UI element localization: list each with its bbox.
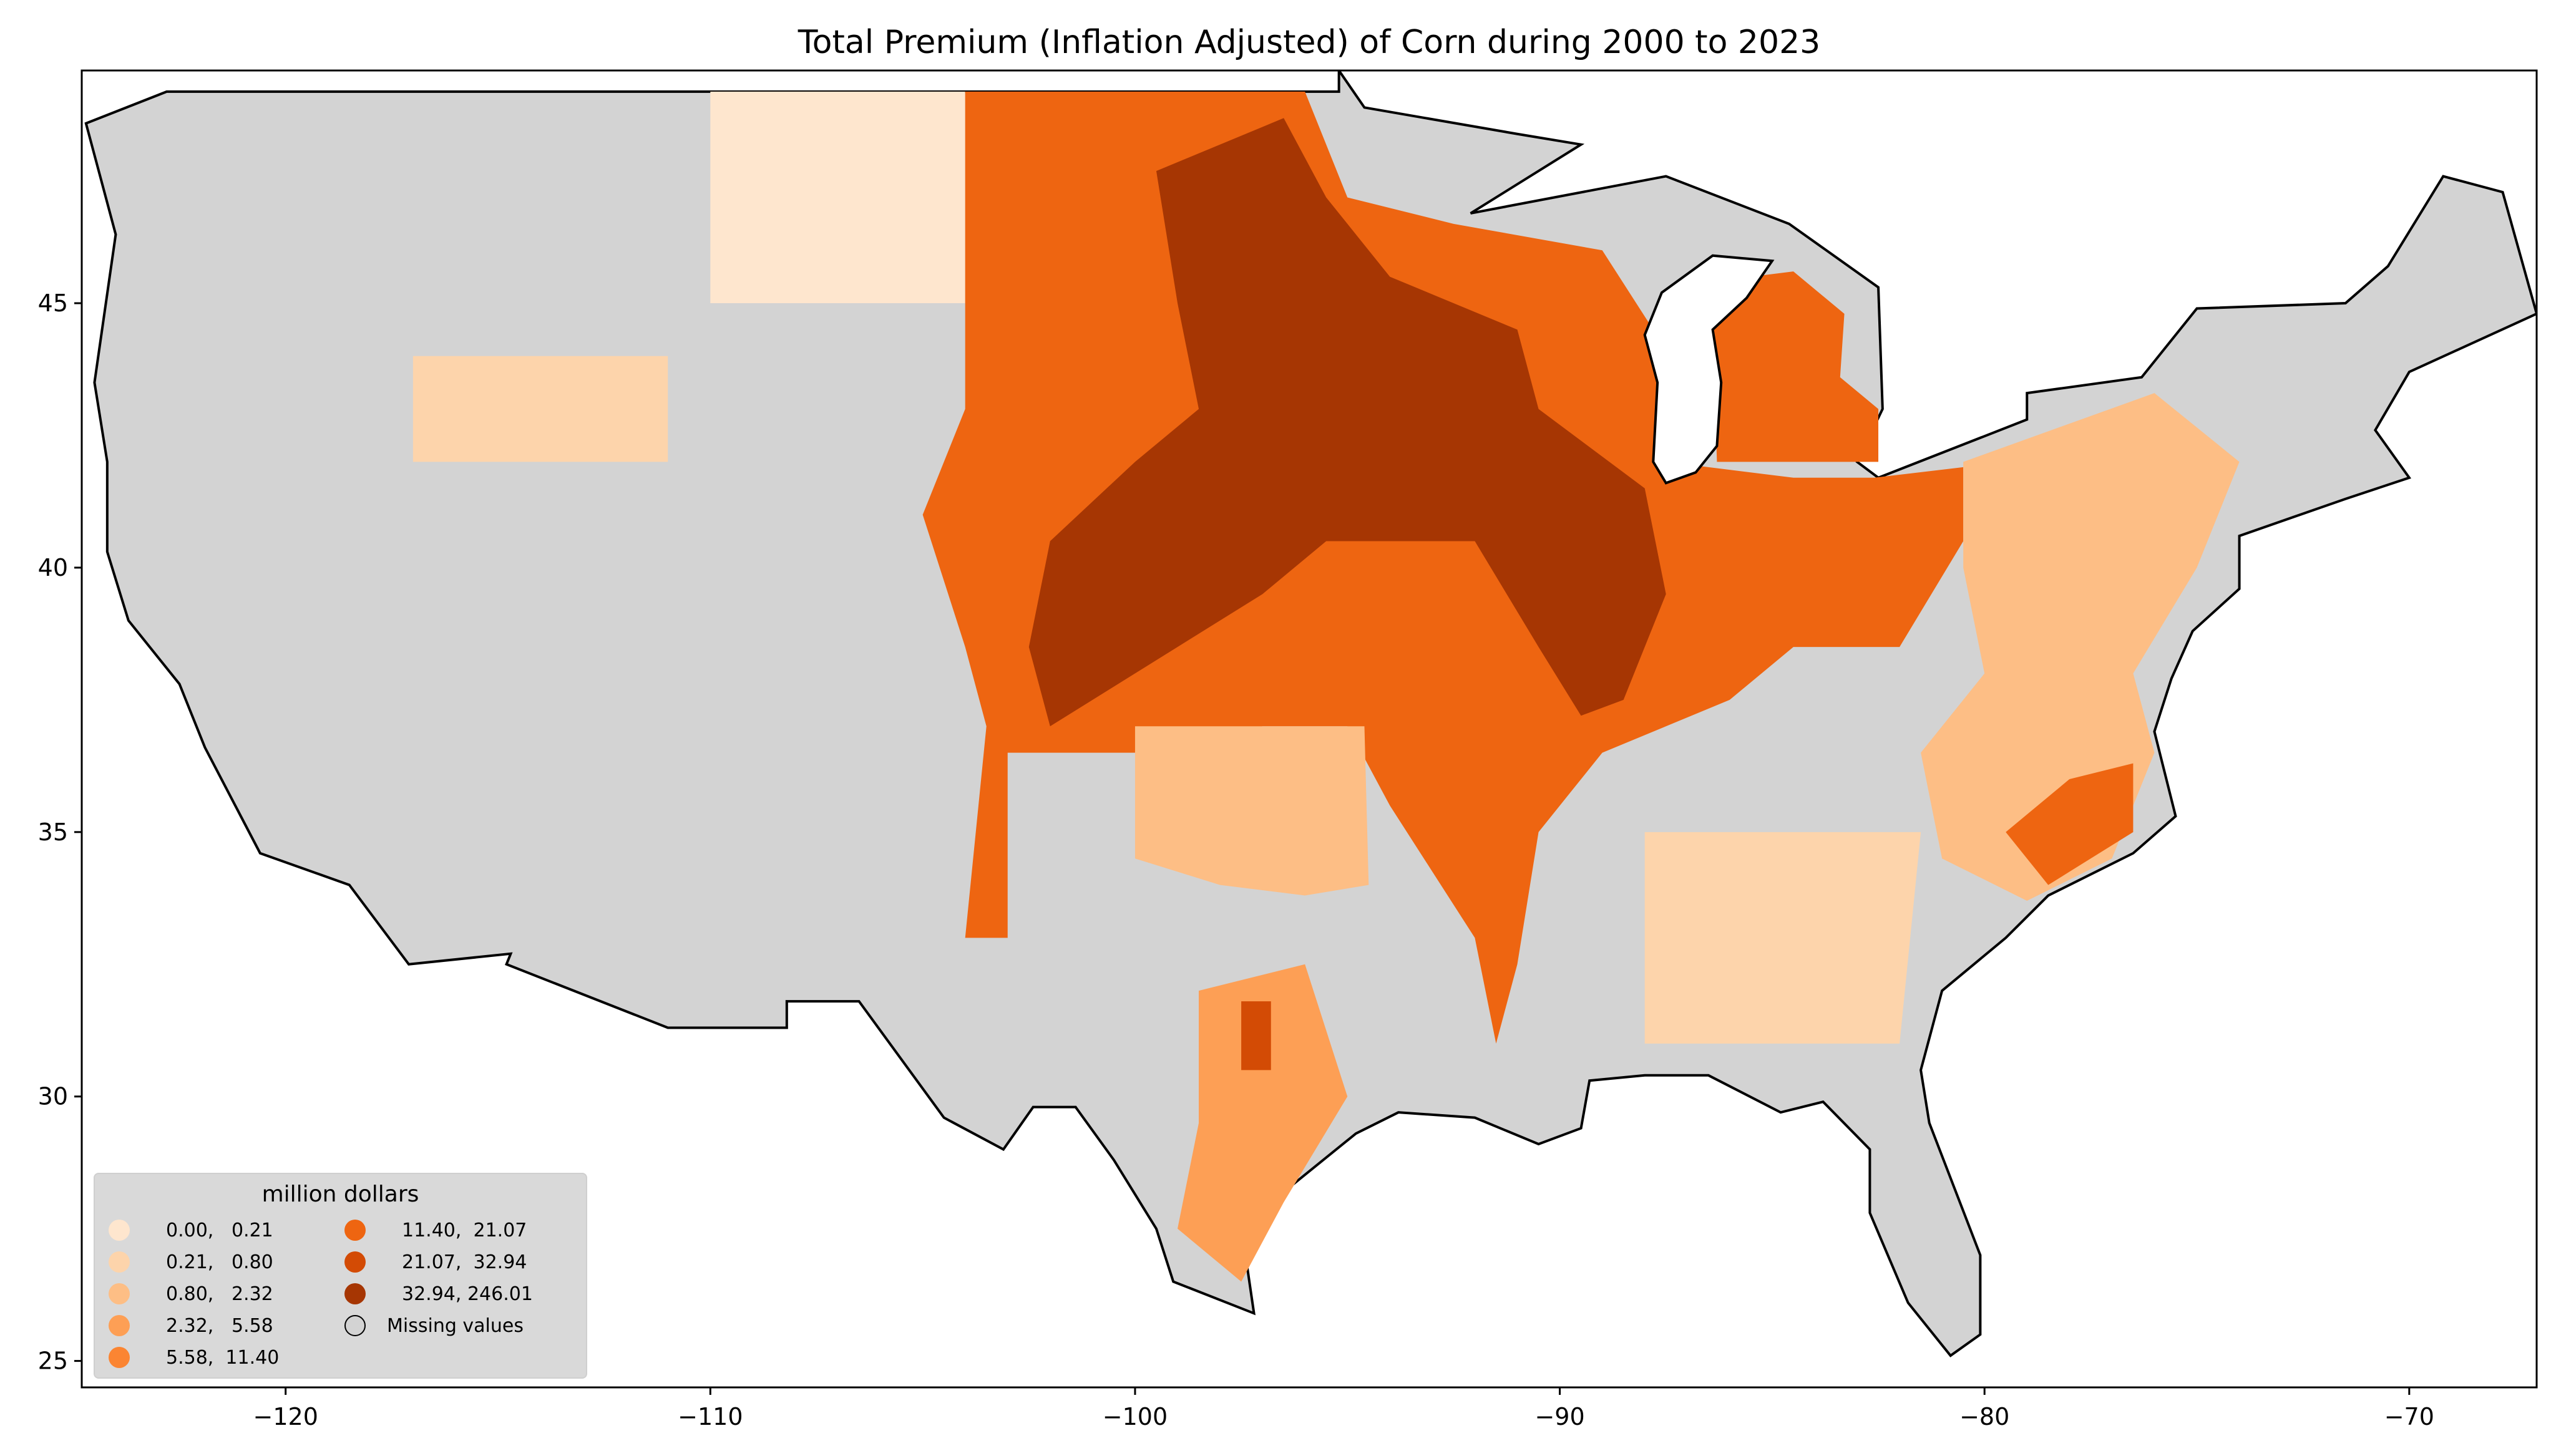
x-tick-label: −110	[678, 1403, 743, 1430]
region-montana-pale	[710, 91, 965, 304]
y-tick-label: 40	[38, 554, 68, 581]
legend-swatch-icon	[109, 1347, 130, 1368]
legend-swatch-icon	[344, 1251, 366, 1273]
region-east-light	[1921, 393, 2240, 901]
region-texas-orange	[1178, 964, 1348, 1282]
legend-swatch-icon	[344, 1220, 366, 1241]
legend-swatch-icon	[109, 1283, 130, 1304]
lake-michigan	[1643, 254, 1775, 485]
legend-item: 32.94, 246.01	[344, 1281, 533, 1306]
legend-item: 5.58, 11.40	[109, 1345, 279, 1370]
legend-title: million dollars	[261, 1182, 419, 1207]
region-midwest-orange	[922, 91, 1964, 1044]
x-tick-label: −120	[253, 1403, 318, 1430]
y-tick-label: 35	[38, 818, 68, 846]
legend-item: 0.00, 0.21	[109, 1218, 273, 1243]
legend-label: 32.94, 246.01	[402, 1283, 533, 1305]
legend-label: 5.58, 11.40	[166, 1346, 280, 1369]
x-tick-label: −90	[1534, 1403, 1584, 1430]
axes-frame	[80, 69, 2538, 1389]
region-kansas-oklahoma-light	[1134, 726, 1369, 896]
legend-swatch-icon	[344, 1315, 366, 1336]
legend-item: 2.32, 5.58	[109, 1313, 273, 1338]
region-michigan-orange	[1712, 271, 1879, 462]
legend-swatch-icon	[109, 1220, 130, 1241]
region-texas-dark	[1241, 1001, 1271, 1070]
y-tick-label: 25	[38, 1347, 68, 1375]
legend-label: 11.40, 21.07	[402, 1219, 527, 1241]
legend-swatch-icon	[344, 1283, 366, 1304]
legend-label: 0.21, 0.80	[166, 1251, 273, 1273]
region-north-carolina-orange	[2006, 763, 2134, 885]
legend-label: 0.00, 0.21	[166, 1219, 273, 1241]
legend-swatch-icon	[109, 1315, 130, 1336]
legend-label: Missing values	[387, 1314, 524, 1337]
legend-item: Missing values	[344, 1313, 524, 1338]
x-tick-label: −80	[1959, 1403, 2009, 1430]
axis-ticks: −120 −110 −100 −90 −80 −70 25 30 35 40 45	[38, 289, 2434, 1430]
y-tick-label: 30	[38, 1083, 68, 1110]
x-tick-label: −70	[2384, 1403, 2434, 1430]
legend-item: 21.07, 32.94	[344, 1250, 527, 1274]
legend-label: 0.80, 2.32	[166, 1283, 273, 1305]
legend-item: 0.21, 0.80	[109, 1250, 273, 1274]
legend-label: 2.32, 5.58	[166, 1314, 273, 1337]
region-southeast-light	[1644, 832, 1921, 1044]
y-tick-label: 45	[38, 289, 68, 317]
map-regions	[84, 70, 2537, 1357]
legend-item: 0.80, 2.32	[109, 1281, 273, 1306]
chart-title: Total Premium (Inflation Adjusted) of Co…	[798, 24, 1821, 61]
region-idaho-light	[412, 356, 668, 462]
region-corn-belt-dark	[1028, 118, 1666, 727]
legend-item: 11.40, 21.07	[344, 1218, 527, 1243]
x-tick-label: −100	[1103, 1403, 1168, 1430]
legend: million dollars 0.00, 0.21 0.21, 0.80 0.80…	[94, 1173, 587, 1379]
legend-swatch-icon	[109, 1251, 130, 1273]
legend-label: 21.07, 32.94	[402, 1251, 527, 1273]
